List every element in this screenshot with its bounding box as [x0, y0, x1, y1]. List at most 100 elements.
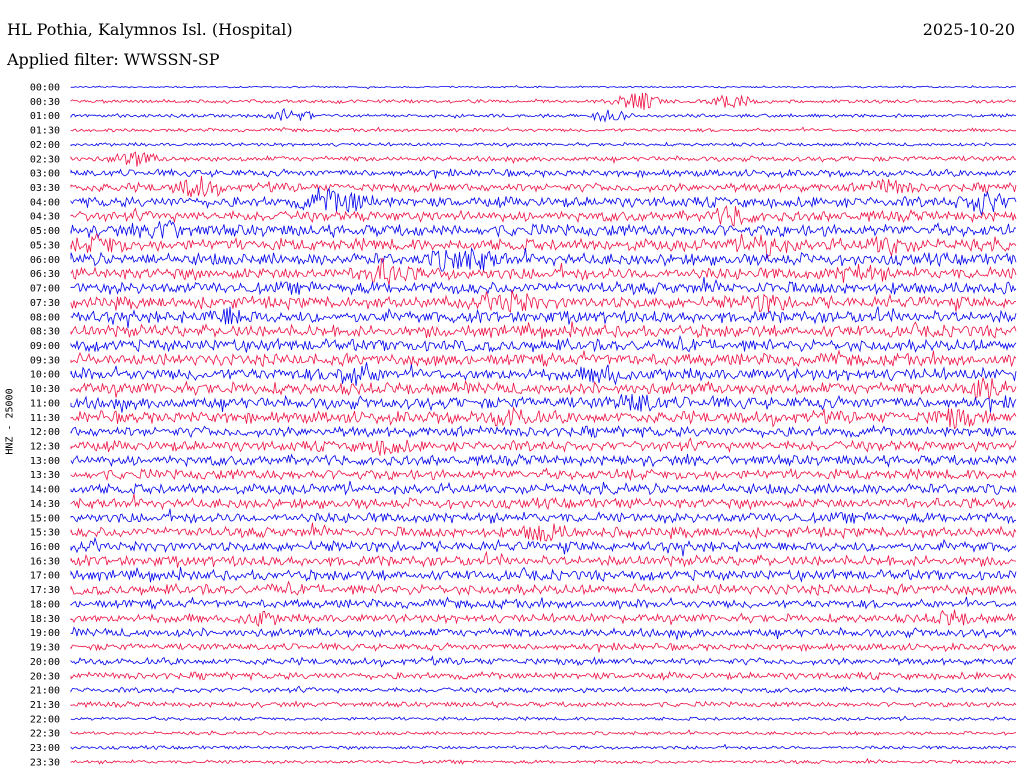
trace-time-label: 00:30 — [30, 97, 60, 108]
y-axis-label: HNZ - 25000 — [4, 388, 16, 455]
trace-time-label: 18:00 — [30, 599, 60, 610]
trace-time-label: 03:00 — [30, 169, 60, 180]
trace-time-label: 16:00 — [30, 542, 60, 553]
trace-time-label: 14:00 — [30, 485, 60, 496]
seismic-trace — [70, 699, 1017, 709]
seismic-trace — [70, 550, 1017, 568]
trace-time-label: 22:30 — [30, 729, 60, 740]
seismic-trace — [70, 609, 1017, 627]
trace-time-label: 19:30 — [30, 643, 60, 654]
trace-time-label: 06:00 — [30, 255, 60, 266]
trace-time-label: 10:30 — [30, 384, 60, 395]
seismic-trace — [70, 126, 1016, 133]
trace-time-label: 04:00 — [30, 197, 60, 208]
trace-time-label: 16:30 — [30, 556, 60, 567]
trace-time-label: 09:30 — [30, 355, 60, 366]
seismic-trace — [70, 508, 1016, 525]
seismic-trace — [70, 522, 1017, 542]
seismic-trace — [70, 453, 1017, 468]
trace-time-label: 19:00 — [30, 628, 60, 639]
trace-time-label: 15:30 — [30, 528, 60, 539]
seismic-trace — [70, 186, 1017, 217]
trace-time-label: 15:00 — [30, 513, 60, 524]
trace-time-label: 13:00 — [30, 456, 60, 467]
seismic-trace — [70, 362, 1017, 386]
seismic-trace — [70, 481, 1017, 496]
trace-time-label: 17:00 — [30, 571, 60, 582]
trace-time-label: 07:30 — [30, 298, 60, 309]
trace-time-label: 13:30 — [30, 470, 60, 481]
trace-time-label: 06:30 — [30, 269, 60, 280]
seismic-trace — [70, 289, 1017, 313]
trace-time-label: 21:30 — [30, 700, 60, 711]
seismic-trace — [70, 685, 1017, 694]
trace-time-label: 18:30 — [30, 614, 60, 625]
seismic-trace — [70, 394, 1017, 413]
seismic-trace — [70, 168, 1017, 179]
trace-time-label: 20:30 — [30, 671, 60, 682]
seismic-trace — [70, 437, 1017, 456]
trace-time-label: 12:00 — [30, 427, 60, 438]
trace-time-label: 05:30 — [30, 240, 60, 251]
trace-time-label: 12:30 — [30, 442, 60, 453]
trace-time-label: 09:00 — [30, 341, 60, 352]
seismic-trace — [70, 467, 1017, 482]
seismic-trace — [70, 276, 1017, 296]
seismic-trace — [70, 655, 1017, 668]
seismic-trace — [70, 219, 1017, 240]
trace-time-label: 20:00 — [30, 657, 60, 668]
trace-time-label: 03:30 — [30, 183, 60, 194]
seismic-trace — [70, 306, 1017, 329]
trace-time-label: 14:30 — [30, 499, 60, 510]
seismic-trace — [70, 566, 1017, 583]
trace-time-label: 23:30 — [30, 757, 60, 768]
seismic-trace — [70, 641, 1017, 653]
trace-time-label: 04:30 — [30, 212, 60, 223]
seismic-trace — [70, 757, 1017, 765]
seismic-trace — [70, 580, 1017, 597]
seismic-trace — [70, 743, 1017, 751]
seismic-trace — [70, 670, 1017, 682]
seismic-trace — [70, 536, 1017, 557]
seismic-trace — [70, 321, 1017, 340]
seismic-trace — [70, 424, 1017, 439]
seismic-trace — [70, 246, 1017, 272]
trace-time-label: 08:00 — [30, 312, 60, 323]
trace-time-label: 22:00 — [30, 714, 60, 725]
trace-time-label: 05:00 — [30, 226, 60, 237]
seismic-trace — [70, 596, 1017, 611]
trace-time-label: 01:00 — [30, 111, 60, 122]
trace-time-label: 11:00 — [30, 398, 60, 409]
seismic-trace — [70, 233, 1017, 260]
trace-time-label: 00:00 — [30, 83, 60, 94]
seismic-trace — [70, 107, 1017, 123]
trace-time-label: 10:00 — [30, 370, 60, 381]
trace-time-label: 08:30 — [30, 327, 60, 338]
seismic-trace — [70, 258, 1017, 286]
seismic-trace — [70, 406, 1017, 430]
trace-time-label: 02:00 — [30, 140, 60, 151]
trace-time-label: 21:00 — [30, 686, 60, 697]
seismic-trace — [70, 377, 1017, 400]
seismic-trace — [70, 715, 1017, 722]
filter-label: Applied filter: WWSSN-SP — [7, 50, 220, 69]
seismic-trace — [70, 175, 1017, 198]
seismic-trace — [70, 92, 1017, 111]
seismic-trace — [70, 84, 1017, 90]
seismic-trace — [70, 334, 1017, 353]
seismic-trace — [70, 349, 1017, 368]
trace-time-label: 01:30 — [30, 126, 60, 137]
date-label: 2025-10-20 — [922, 20, 1015, 39]
seismic-trace — [70, 141, 1017, 148]
trace-time-label: 07:00 — [30, 284, 60, 295]
station-title: HL Pothia, Kalymnos Isl. (Hospital) — [7, 20, 293, 39]
seismic-trace — [70, 729, 1017, 736]
seismic-trace — [70, 626, 1017, 640]
seismic-trace — [70, 205, 1017, 227]
trace-time-label: 17:30 — [30, 585, 60, 596]
trace-time-label: 23:00 — [30, 743, 60, 754]
seismic-trace — [70, 151, 1016, 167]
trace-time-label: 11:30 — [30, 413, 60, 424]
seismic-trace — [70, 493, 1017, 511]
